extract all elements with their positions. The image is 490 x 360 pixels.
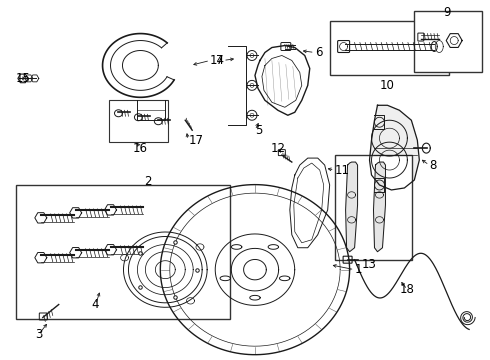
Text: 9: 9	[443, 6, 451, 19]
Text: 4: 4	[92, 298, 99, 311]
Bar	[108, 100, 168, 142]
Bar	[415, 11, 482, 72]
Polygon shape	[369, 105, 419, 190]
Text: 14: 14	[210, 54, 225, 67]
Bar	[335, 155, 413, 260]
Text: 6: 6	[315, 46, 322, 59]
Text: 2: 2	[145, 175, 152, 189]
Text: 3: 3	[35, 328, 43, 341]
Text: 7: 7	[216, 54, 223, 67]
Text: 17: 17	[188, 134, 203, 147]
Text: 5: 5	[255, 124, 262, 137]
Text: 18: 18	[400, 283, 415, 296]
Polygon shape	[345, 162, 358, 252]
Text: 10: 10	[380, 79, 395, 92]
Text: 11: 11	[335, 163, 350, 176]
Text: 13: 13	[362, 258, 377, 271]
Text: 16: 16	[133, 141, 148, 155]
Bar	[16, 185, 230, 319]
Text: 8: 8	[429, 158, 437, 172]
Text: 12: 12	[270, 141, 285, 155]
Text: 1: 1	[355, 263, 362, 276]
Text: 15: 15	[16, 72, 31, 85]
Bar	[330, 21, 449, 75]
Polygon shape	[373, 162, 386, 252]
